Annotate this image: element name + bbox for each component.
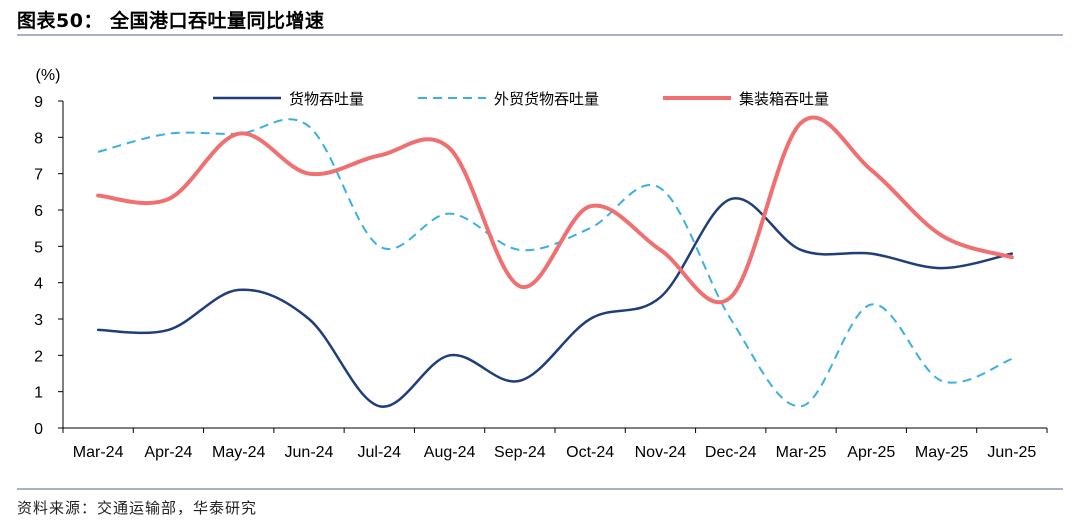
x-tick-label: Jul-24 — [357, 444, 401, 461]
x-tick-label: Jun-24 — [285, 444, 334, 461]
y-tick-label: 3 — [34, 312, 43, 329]
x-tick-label: Mar-25 — [776, 444, 827, 461]
y-tick-label: 4 — [34, 276, 43, 293]
chart-title: 图表50： 全国港口吞吐量同比增速 — [17, 10, 325, 32]
source-note: 资料来源：交通运输部，华泰研究 — [17, 499, 258, 517]
y-tick-label: 7 — [34, 167, 43, 184]
x-tick-label: Oct-24 — [566, 444, 614, 461]
x-tick-label: Mar-24 — [73, 444, 124, 461]
x-tick-label: Apr-24 — [144, 444, 192, 461]
y-tick-label: 0 — [34, 421, 43, 438]
legend-label-1: 货物吞吐量 — [289, 91, 364, 108]
legend-label-2: 外贸货物吞吐量 — [494, 91, 599, 108]
series-line-3 — [96, 115, 1014, 305]
x-tick-label: Dec-24 — [705, 444, 757, 461]
y-axis-label: (%) — [36, 67, 61, 84]
x-tick-label: Sep-24 — [494, 444, 546, 461]
x-tick-label: May-24 — [212, 444, 265, 461]
x-tick-label: Jun-25 — [987, 444, 1036, 461]
title-divider — [17, 34, 1063, 36]
footer-divider — [17, 488, 1063, 490]
y-tick-label: 1 — [34, 385, 43, 402]
y-tick-label: 6 — [34, 203, 43, 220]
x-tick-label: Apr-25 — [847, 444, 895, 461]
x-tick-label: Nov-24 — [635, 444, 687, 461]
series-line-1 — [96, 197, 1014, 408]
y-tick-label: 8 — [34, 130, 43, 147]
x-tick-label: May-25 — [915, 444, 968, 461]
x-tick-label: Aug-24 — [424, 444, 476, 461]
series-line-2 — [97, 118, 1013, 408]
y-tick-label: 2 — [34, 348, 43, 365]
legend-label-3: 集装箱吞吐量 — [739, 91, 829, 108]
y-tick-label: 5 — [34, 239, 43, 256]
y-tick-label: 9 — [34, 94, 43, 111]
